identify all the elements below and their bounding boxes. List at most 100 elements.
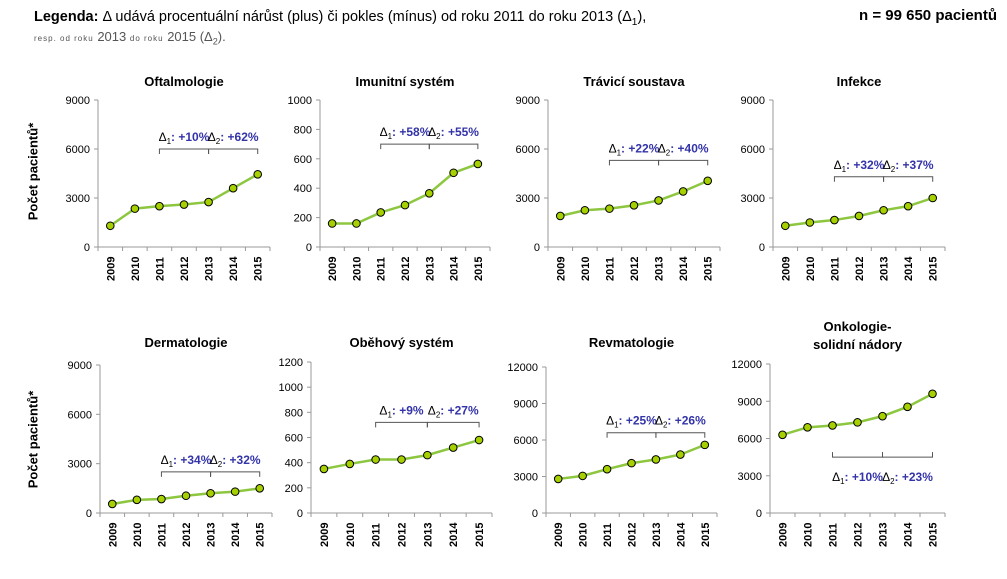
legend-do: do roku [129,34,164,43]
chart-panel-7: Revmatologie 0 3000 6000 9000 12000 2009 2010 20… [507,335,718,547]
x-tick-label: 2013 [204,257,216,281]
chart-panel-2: Imunitní systém 0 200 400 600 800 1000 2009 2010… [288,74,491,281]
data-point [780,221,790,231]
data-point [578,471,587,481]
delta-label: Δ2: +27% [428,403,479,419]
data-point [473,159,483,169]
data-point [903,201,913,211]
y-tick-label: 12000 [507,362,538,374]
legend-text: Δ udává procentuální nárůst (plus) či po… [102,9,632,25]
x-tick-label: 2015 [700,523,712,547]
x-tick-label: 2012 [629,257,641,281]
chart-title: Oběhový systém [349,335,453,350]
delta-label: Δ1: +10% [832,470,883,486]
data-point [448,443,458,452]
data-point [157,494,166,504]
x-tick-label: 2014 [230,522,242,547]
data-point [327,219,337,228]
x-tick-label: 2010 [130,257,142,281]
y-tick-label: 3000 [66,193,90,205]
delta-bracket [882,452,933,458]
data-point [132,495,142,505]
x-tick-label: 2009 [778,523,790,547]
x-tick-label: 2010 [132,523,144,547]
x-tick-label: 2014 [448,522,460,547]
delta-label: Δ1: +9% [379,403,423,419]
y-tick-label: 0 [84,242,90,254]
data-point [627,458,636,468]
x-tick-label: 2013 [879,257,891,281]
data-point [397,455,406,464]
data-point [345,459,355,469]
chart-title: Imunitní systém [356,74,455,89]
data-point [805,218,815,227]
y-tick-label: 0 [759,242,765,254]
x-tick-label: 2010 [351,257,363,281]
x-tick-label: 2011 [602,523,614,547]
delta-bracket [658,159,709,166]
data-point [230,487,240,496]
data-point [651,455,661,464]
chart-panel-4: Infekce 0 3000 6000 9000 2009 2010 2011 2012 2013… [741,74,946,281]
y-tick-label: 1000 [288,95,312,107]
x-tick-label: 2012 [853,523,865,547]
x-tick-label: 2013 [878,523,890,547]
delta-label: Δ1: +25% [606,414,657,430]
data-point [803,423,812,432]
y-tick-label: 0 [756,508,762,520]
data-point [678,187,688,196]
y-tick-label: 9000 [68,360,92,372]
y-tick-label: 400 [294,183,312,195]
x-tick-label: 2011 [604,257,616,281]
legend-line-2: resp. od roku 2013 do roku 2015 (Δ2). [34,29,226,47]
x-tick-label: 2015 [253,257,265,281]
x-tick-label: 2014 [903,256,915,281]
delta-bracket [428,143,479,150]
x-tick-label: 2015 [928,257,940,281]
chart-title: Dermatologie [144,335,227,350]
y-tick-label: 9000 [741,95,765,107]
x-tick-label: 2010 [578,523,590,547]
x-tick-label: 2013 [654,257,666,281]
y-tick-label: 6000 [68,409,92,421]
y-tick-label: 800 [294,124,312,136]
x-tick-label: 2012 [854,257,866,281]
data-point [228,183,238,193]
x-tick-label: 2012 [400,257,412,281]
data-point [828,421,837,430]
data-point [830,215,839,225]
data-point [423,450,432,460]
x-tick-label: 2011 [376,257,388,281]
legend-end1: ), [637,9,647,25]
delta-label: Δ1: +58% [380,125,431,141]
x-tick-label: 2012 [627,523,639,547]
data-point [253,170,263,179]
x-tick-label: 2014 [449,256,461,281]
y-tick-label: 0 [534,242,540,254]
data-point [555,211,565,221]
delta-bracket [608,159,660,166]
data-point [878,411,887,421]
x-tick-label: 2014 [678,256,690,281]
delta-bracket [833,176,885,182]
legend-resp: resp. od roku [34,34,94,43]
data-point [903,402,912,412]
y-tick-label: 6000 [738,434,762,446]
chart-title: Revmatologie [589,335,674,350]
y-tick-label: 9000 [514,399,538,411]
chart-title: solidní nádory [813,337,903,352]
chart-panel-3: Trávicí soustava 0 3000 6000 9000 2009 2010 201… [516,74,721,281]
delta-label: Δ2: +26% [655,414,706,430]
y-tick-label: 3000 [68,459,92,471]
y-tick-label: 3000 [516,193,540,205]
data-point [319,464,329,474]
x-tick-label: 2014 [228,256,240,281]
y-tick-label: 600 [285,433,303,445]
data-point [654,196,663,205]
delta-bracket [375,421,428,428]
data-point [928,193,938,203]
x-tick-label: 2011 [371,523,383,547]
data-point [580,205,590,215]
y-tick-label: 9000 [516,95,540,107]
